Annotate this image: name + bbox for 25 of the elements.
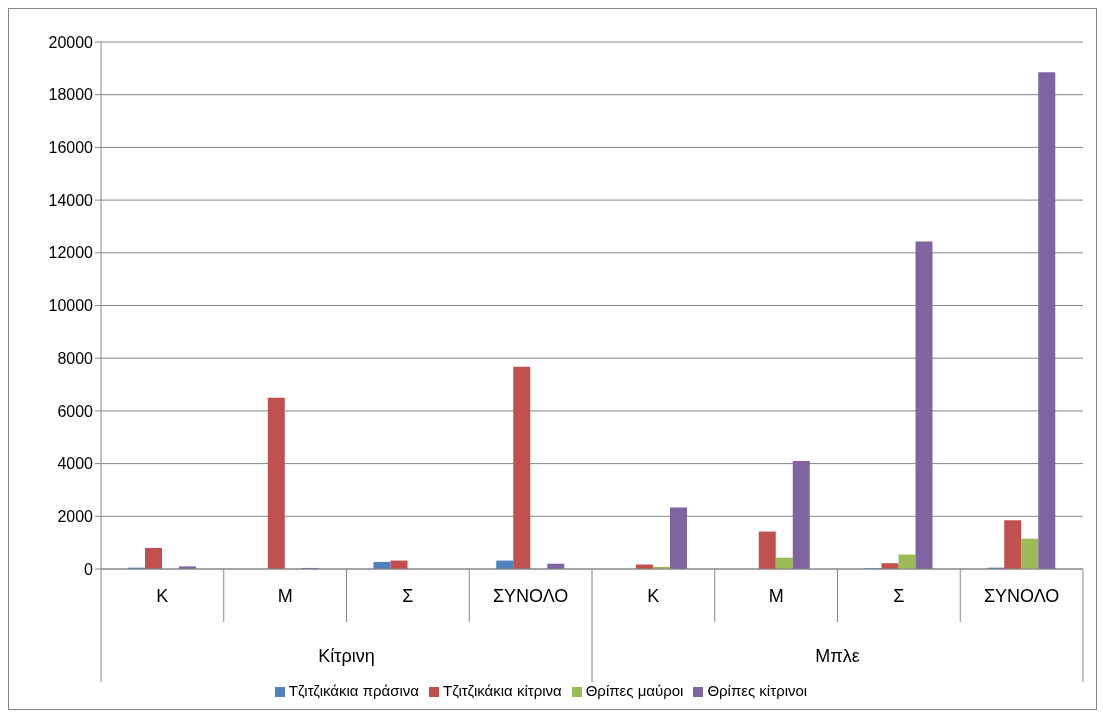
y-tick-label: 4000: [57, 455, 94, 473]
y-tick-label: 12000: [48, 244, 94, 262]
y-tick-label: 14000: [48, 191, 94, 209]
y-tick-label: 2000: [57, 507, 94, 525]
x-tick-label: Κ: [647, 586, 660, 606]
x-tick-label: Κ: [156, 586, 169, 606]
x-tick-label: Σ: [402, 586, 414, 606]
y-tick-label: 20000: [48, 33, 94, 51]
y-tick-label: 0: [84, 560, 94, 578]
text: Κίτρινη: [318, 646, 375, 666]
x-tick-label: Σ: [893, 586, 905, 606]
x-tick-label: ΣΥΝΟΛΟ: [983, 586, 1060, 606]
x-tick-label: ΣΥΝΟΛΟ: [492, 586, 569, 606]
legend-label: Θρίπες κίτρινοι: [707, 682, 808, 699]
y-tick-label: 18000: [48, 86, 94, 104]
legend-label: Τζιτζικάκια κίτρινα: [443, 682, 562, 699]
legend-label: Τζιτζικάκια πράσινα: [288, 682, 420, 699]
legend-label: Θρίπες μαύροι: [585, 682, 684, 699]
text: Μπλε: [815, 646, 860, 666]
x-tick-label: Μ: [277, 586, 293, 606]
y-tick-label: 6000: [57, 402, 94, 420]
y-tick-label: 10000: [48, 297, 94, 315]
y-tick-label: 16000: [48, 139, 94, 157]
y-tick-label: 8000: [57, 349, 94, 367]
x-tick-label: Μ: [768, 586, 784, 606]
